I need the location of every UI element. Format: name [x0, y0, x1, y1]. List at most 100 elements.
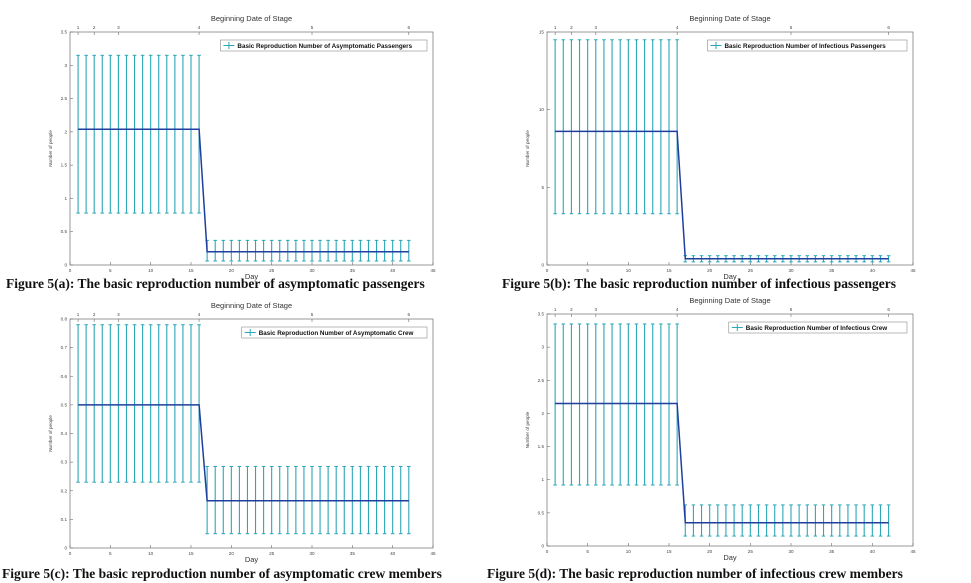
- series-line: [555, 130, 889, 260]
- plot-frame: [69, 318, 434, 549]
- legend-label: Basic Reproduction Number of Infectious …: [725, 43, 887, 50]
- top-tick-label: 6: [887, 307, 890, 312]
- x-tick-label: 25: [269, 268, 275, 273]
- plot-frame: [546, 31, 914, 266]
- top-axis-label: Beginning Date of Stage: [211, 14, 292, 23]
- x-tick-label: 0: [69, 268, 72, 273]
- y-tick-label: 0.1: [61, 517, 68, 522]
- top-tick-label: 1: [554, 25, 557, 30]
- series-line: [555, 402, 889, 524]
- y-tick-label: 0.8: [61, 317, 68, 322]
- x-tick-label: 15: [666, 549, 672, 554]
- plot-frame: [69, 31, 434, 266]
- top-axis-label: Beginning Date of Stage: [689, 296, 770, 305]
- y-axis-label: Number of people: [48, 415, 53, 452]
- top-tick-label: 6: [408, 312, 411, 317]
- y-tick-label: 3.5: [61, 30, 68, 35]
- top-tick-label: 2: [93, 25, 96, 30]
- x-tick-label: 10: [626, 268, 632, 273]
- top-tick-label: 3: [595, 307, 598, 312]
- x-axis-label: Day: [723, 272, 737, 281]
- caption-a: Figure 5(a): The basic reproduction numb…: [6, 276, 425, 291]
- x-tick-label: 15: [188, 268, 194, 273]
- top-axis-label: Beginning Date of Stage: [211, 301, 292, 310]
- top-tick-label: 6: [408, 25, 411, 30]
- y-tick-label: 2: [64, 129, 67, 134]
- top-tick-label: 1: [77, 25, 80, 30]
- chart-panel-c: 0 5 10 15 20 25 30 35 40 45 0 0.1 0.2 0.3 0.4 0.5 0.6 0.7…: [0, 292, 485, 583]
- y-tick-label: 1: [541, 477, 544, 482]
- top-tick-label: 1: [77, 312, 80, 317]
- x-tick-label: 0: [546, 268, 549, 273]
- y-tick-label: 3: [64, 63, 67, 68]
- x-tick-label: 10: [626, 549, 632, 554]
- legend-box: [728, 321, 908, 334]
- caption-b: Figure 5(b): The basic reproduction numb…: [502, 276, 897, 291]
- top-tick-label: 1: [554, 307, 557, 312]
- top-tick-label: 4: [676, 307, 679, 312]
- top-tick-label: 6: [887, 25, 890, 30]
- y-tick-label: 3.5: [538, 312, 545, 317]
- legend-label: Basic Reproduction Number of Asymptomati…: [259, 330, 414, 337]
- legend-label: Basic Reproduction Number of Infectious …: [746, 325, 887, 332]
- x-tick-label: 10: [148, 551, 154, 556]
- y-tick-label: 0.3: [61, 460, 68, 465]
- y-tick-label: 1.5: [538, 444, 545, 449]
- y-tick-label: 15: [539, 30, 545, 35]
- x-tick-label: 45: [430, 268, 436, 273]
- top-tick-label: 2: [570, 25, 573, 30]
- chart-c-svg: 0 5 10 15 20 25 30 35 40 4500.10.20.30.40.50.60.7…: [48, 301, 436, 564]
- x-tick-label: 5: [109, 268, 112, 273]
- legend-label: Basic Reproduction Number of Asymptomati…: [237, 43, 412, 50]
- x-axis-label: Day: [723, 553, 737, 562]
- series-line: [78, 404, 409, 502]
- x-tick-label: 0: [546, 549, 549, 554]
- x-tick-label: 35: [829, 549, 835, 554]
- y-axis-label: Number of people: [525, 130, 530, 167]
- top-tick-label: 4: [198, 312, 201, 317]
- y-tick-label: 0: [541, 544, 544, 549]
- x-tick-label: 20: [707, 549, 713, 554]
- y-axis-label: Number of people: [525, 411, 530, 448]
- x-tick-label: 30: [788, 549, 794, 554]
- series-line: [78, 128, 409, 253]
- top-tick-label: 5: [790, 25, 793, 30]
- x-tick-label: 35: [829, 268, 835, 273]
- chart-panel-a: 0 5 10 15 20 25 30 35 40 45 0 0.5 1 1.5 2 2.5 3 3.5 1 2 3 4 5 6…: [0, 0, 485, 292]
- plot-frame: [546, 313, 914, 547]
- x-tick-label: 10: [148, 268, 154, 273]
- x-tick-label: 15: [666, 268, 672, 273]
- y-tick-label: 0.4: [61, 431, 68, 436]
- x-tick-label: 20: [707, 268, 713, 273]
- chart-panel-d: 0 5 10 15 20 25 30 35 40 45 0 0.5 1 1.5 2 2.5 3 3.5 1 2 3 4 5 6…: [485, 292, 971, 583]
- y-tick-label: 0.2: [61, 488, 68, 493]
- top-tick-label: 2: [93, 312, 96, 317]
- y-tick-label: 2.5: [538, 378, 545, 383]
- x-tick-label: 30: [788, 268, 794, 273]
- y-tick-label: 0.6: [61, 374, 68, 379]
- x-tick-label: 25: [269, 551, 275, 556]
- top-tick-label: 4: [198, 25, 201, 30]
- y-tick-label: 5: [541, 185, 544, 190]
- x-tick-label: 30: [309, 551, 315, 556]
- y-tick-label: 2: [541, 411, 544, 416]
- y-tick-label: 0: [64, 263, 67, 268]
- y-tick-label: 1.5: [61, 163, 68, 168]
- x-tick-label: 5: [109, 551, 112, 556]
- caption-d: Figure 5(d): The basic reproduction numb…: [487, 566, 903, 581]
- y-tick-label: 0: [64, 546, 67, 551]
- x-tick-label: 35: [350, 268, 356, 273]
- x-tick-label: 45: [910, 268, 916, 273]
- y-tick-label: 0.5: [538, 510, 545, 515]
- x-tick-label: 15: [188, 551, 194, 556]
- y-tick-label: 0.5: [61, 402, 68, 407]
- x-tick-label: 40: [870, 268, 876, 273]
- x-tick-label: 5: [586, 268, 589, 273]
- x-tick-label: 25: [748, 268, 754, 273]
- x-tick-label: 5: [586, 549, 589, 554]
- top-tick-label: 3: [117, 312, 120, 317]
- y-tick-label: 1: [64, 196, 67, 201]
- legend-box: [707, 39, 908, 52]
